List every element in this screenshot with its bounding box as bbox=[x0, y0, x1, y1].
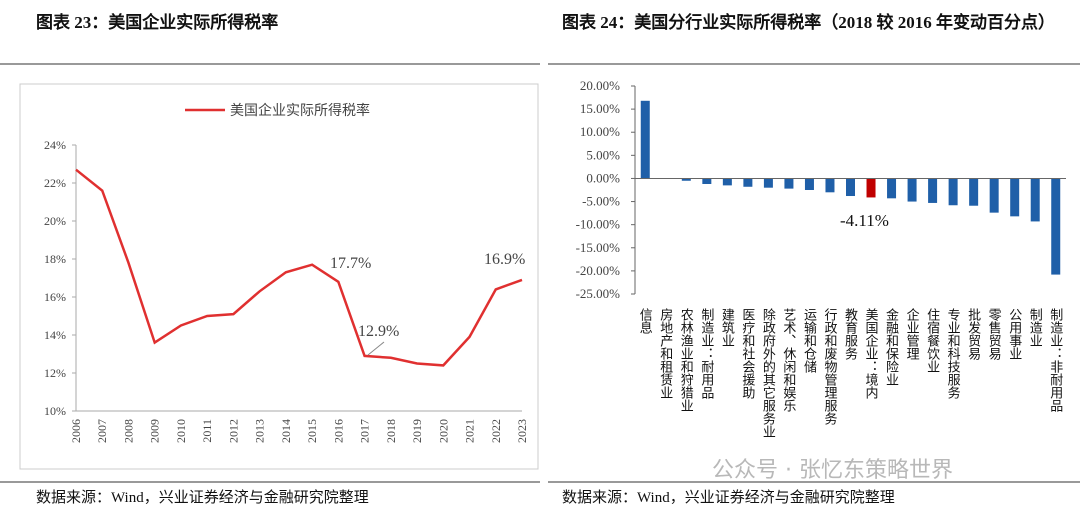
bar bbox=[1051, 178, 1061, 275]
bar bbox=[989, 178, 999, 213]
source: 数据来源：Wind，兴业证券经济与金融研究院整理 bbox=[36, 490, 369, 506]
annotation: 12.9% bbox=[358, 323, 399, 340]
watermark: 公众号 · 张忆东策略世界 bbox=[712, 458, 953, 483]
annotation: 16.9% bbox=[484, 251, 525, 268]
annotation: -4.11% bbox=[840, 211, 889, 230]
bar bbox=[907, 178, 917, 202]
bar bbox=[804, 178, 814, 190]
bar bbox=[763, 178, 773, 188]
bar bbox=[1010, 178, 1020, 217]
bar bbox=[825, 178, 835, 193]
bar bbox=[887, 178, 897, 199]
chart-frame bbox=[19, 83, 539, 470]
x-tick-label: 公用事业 bbox=[1007, 308, 1022, 360]
y-tick-label: 24% bbox=[44, 138, 66, 152]
x-tick-label: 运输和仓储 bbox=[802, 308, 817, 373]
bar bbox=[846, 178, 855, 197]
source: 数据来源：Wind，兴业证券经济与金融研究院整理 bbox=[562, 490, 895, 506]
y-tick-label: -20.00% bbox=[576, 263, 621, 278]
x-tick-label: 艺术、休闲和娱乐 bbox=[781, 308, 796, 412]
x-tick-label: 2006 bbox=[69, 419, 83, 443]
bar bbox=[722, 178, 732, 186]
y-tick-label: 5.00% bbox=[586, 147, 620, 162]
legend-label: 美国企业实际所得税率 bbox=[230, 102, 370, 119]
line bbox=[75, 168, 523, 367]
x-tick-label: 金融和保险业 bbox=[884, 307, 899, 386]
x-tick-label: 2012 bbox=[226, 419, 240, 443]
x-tick-label: 2019 bbox=[410, 419, 424, 443]
x-tick-label: 2007 bbox=[95, 419, 109, 443]
bar bbox=[743, 178, 753, 187]
x-tick-label: 2010 bbox=[174, 419, 188, 443]
y-tick-label: 12% bbox=[44, 366, 66, 380]
y-tick-label: 18% bbox=[44, 252, 66, 266]
y-tick-label: 10.00% bbox=[580, 124, 620, 139]
bar bbox=[948, 178, 958, 206]
x-tick-label: 2021 bbox=[463, 419, 477, 443]
x-tick-label: 除政府外的其它服务业 bbox=[761, 308, 776, 438]
x-tick-label: 2022 bbox=[489, 419, 503, 443]
x-tick-label: 农林渔业和狩猎业 bbox=[679, 308, 694, 412]
bar bbox=[1030, 178, 1040, 222]
bar bbox=[640, 100, 650, 179]
y-tick-label: -25.00% bbox=[576, 286, 621, 301]
x-tick-label: 美国企业：境内 bbox=[864, 308, 879, 400]
leader bbox=[367, 341, 385, 356]
y-tick-label: 15.00% bbox=[580, 101, 620, 116]
bar bbox=[969, 178, 979, 206]
x-tick-label: 信息 bbox=[638, 308, 653, 334]
x-tick-label: 2014 bbox=[279, 419, 293, 443]
x-tick-label: 房地产和租赁业 bbox=[658, 307, 673, 399]
chart-title: 图表 23：美国企业实际所得税率 bbox=[36, 13, 279, 32]
y-tick-label: 16% bbox=[44, 290, 66, 304]
bar bbox=[702, 178, 712, 184]
x-tick-label: 制造业：耐用品 bbox=[699, 308, 714, 399]
x-tick-label: 专业和科技服务 bbox=[946, 308, 961, 399]
y-tick-label: -10.00% bbox=[576, 217, 621, 232]
x-tick-label: 2013 bbox=[253, 419, 267, 443]
x-tick-label: 2015 bbox=[305, 419, 319, 443]
bar bbox=[681, 178, 691, 181]
y-tick-label: 14% bbox=[44, 328, 66, 342]
y-tick-label: 20.00% bbox=[580, 78, 620, 93]
x-tick-label: 2011 bbox=[200, 419, 214, 443]
x-tick-label: 2017 bbox=[358, 419, 372, 443]
x-tick-label: 教育服务 bbox=[843, 307, 858, 360]
x-tick-label: 2008 bbox=[121, 419, 135, 443]
x-tick-label: 住宿餐饮业 bbox=[925, 308, 940, 373]
y-tick-label: 20% bbox=[44, 214, 66, 228]
x-tick-label: 2023 bbox=[515, 419, 529, 443]
x-tick-label: 2018 bbox=[384, 419, 398, 443]
y-tick-label: -15.00% bbox=[576, 240, 621, 255]
chart-title: 图表 24：美国分行业实际所得税率（2018 较 2016 年变动百分点） bbox=[562, 13, 1055, 32]
x-tick-label: 行政和废物管理服务 bbox=[822, 308, 837, 425]
x-tick-label: 零售贸易 bbox=[987, 308, 1002, 361]
bar bbox=[784, 178, 794, 189]
x-tick-label: 2020 bbox=[436, 419, 450, 443]
annotation: 17.7% bbox=[330, 255, 371, 272]
y-tick-label: -5.00% bbox=[582, 194, 620, 209]
bar bbox=[866, 178, 876, 198]
x-tick-label: 2009 bbox=[148, 419, 162, 443]
x-tick-label: 批发贸易 bbox=[966, 308, 981, 361]
y-tick-label: 22% bbox=[44, 176, 66, 190]
y-tick-label: 0.00% bbox=[586, 170, 620, 185]
x-tick-label: 制造业：非耐用品 bbox=[1048, 308, 1063, 412]
y-tick-label: 10% bbox=[44, 404, 66, 418]
x-tick-label: 2016 bbox=[331, 419, 345, 443]
x-tick-label: 企业管理 bbox=[905, 307, 920, 360]
x-tick-label: 建筑业 bbox=[720, 308, 735, 347]
bar bbox=[928, 178, 938, 203]
x-tick-label: 医疗和社会援助 bbox=[740, 308, 755, 400]
x-tick-label: 制造业 bbox=[1028, 308, 1043, 347]
